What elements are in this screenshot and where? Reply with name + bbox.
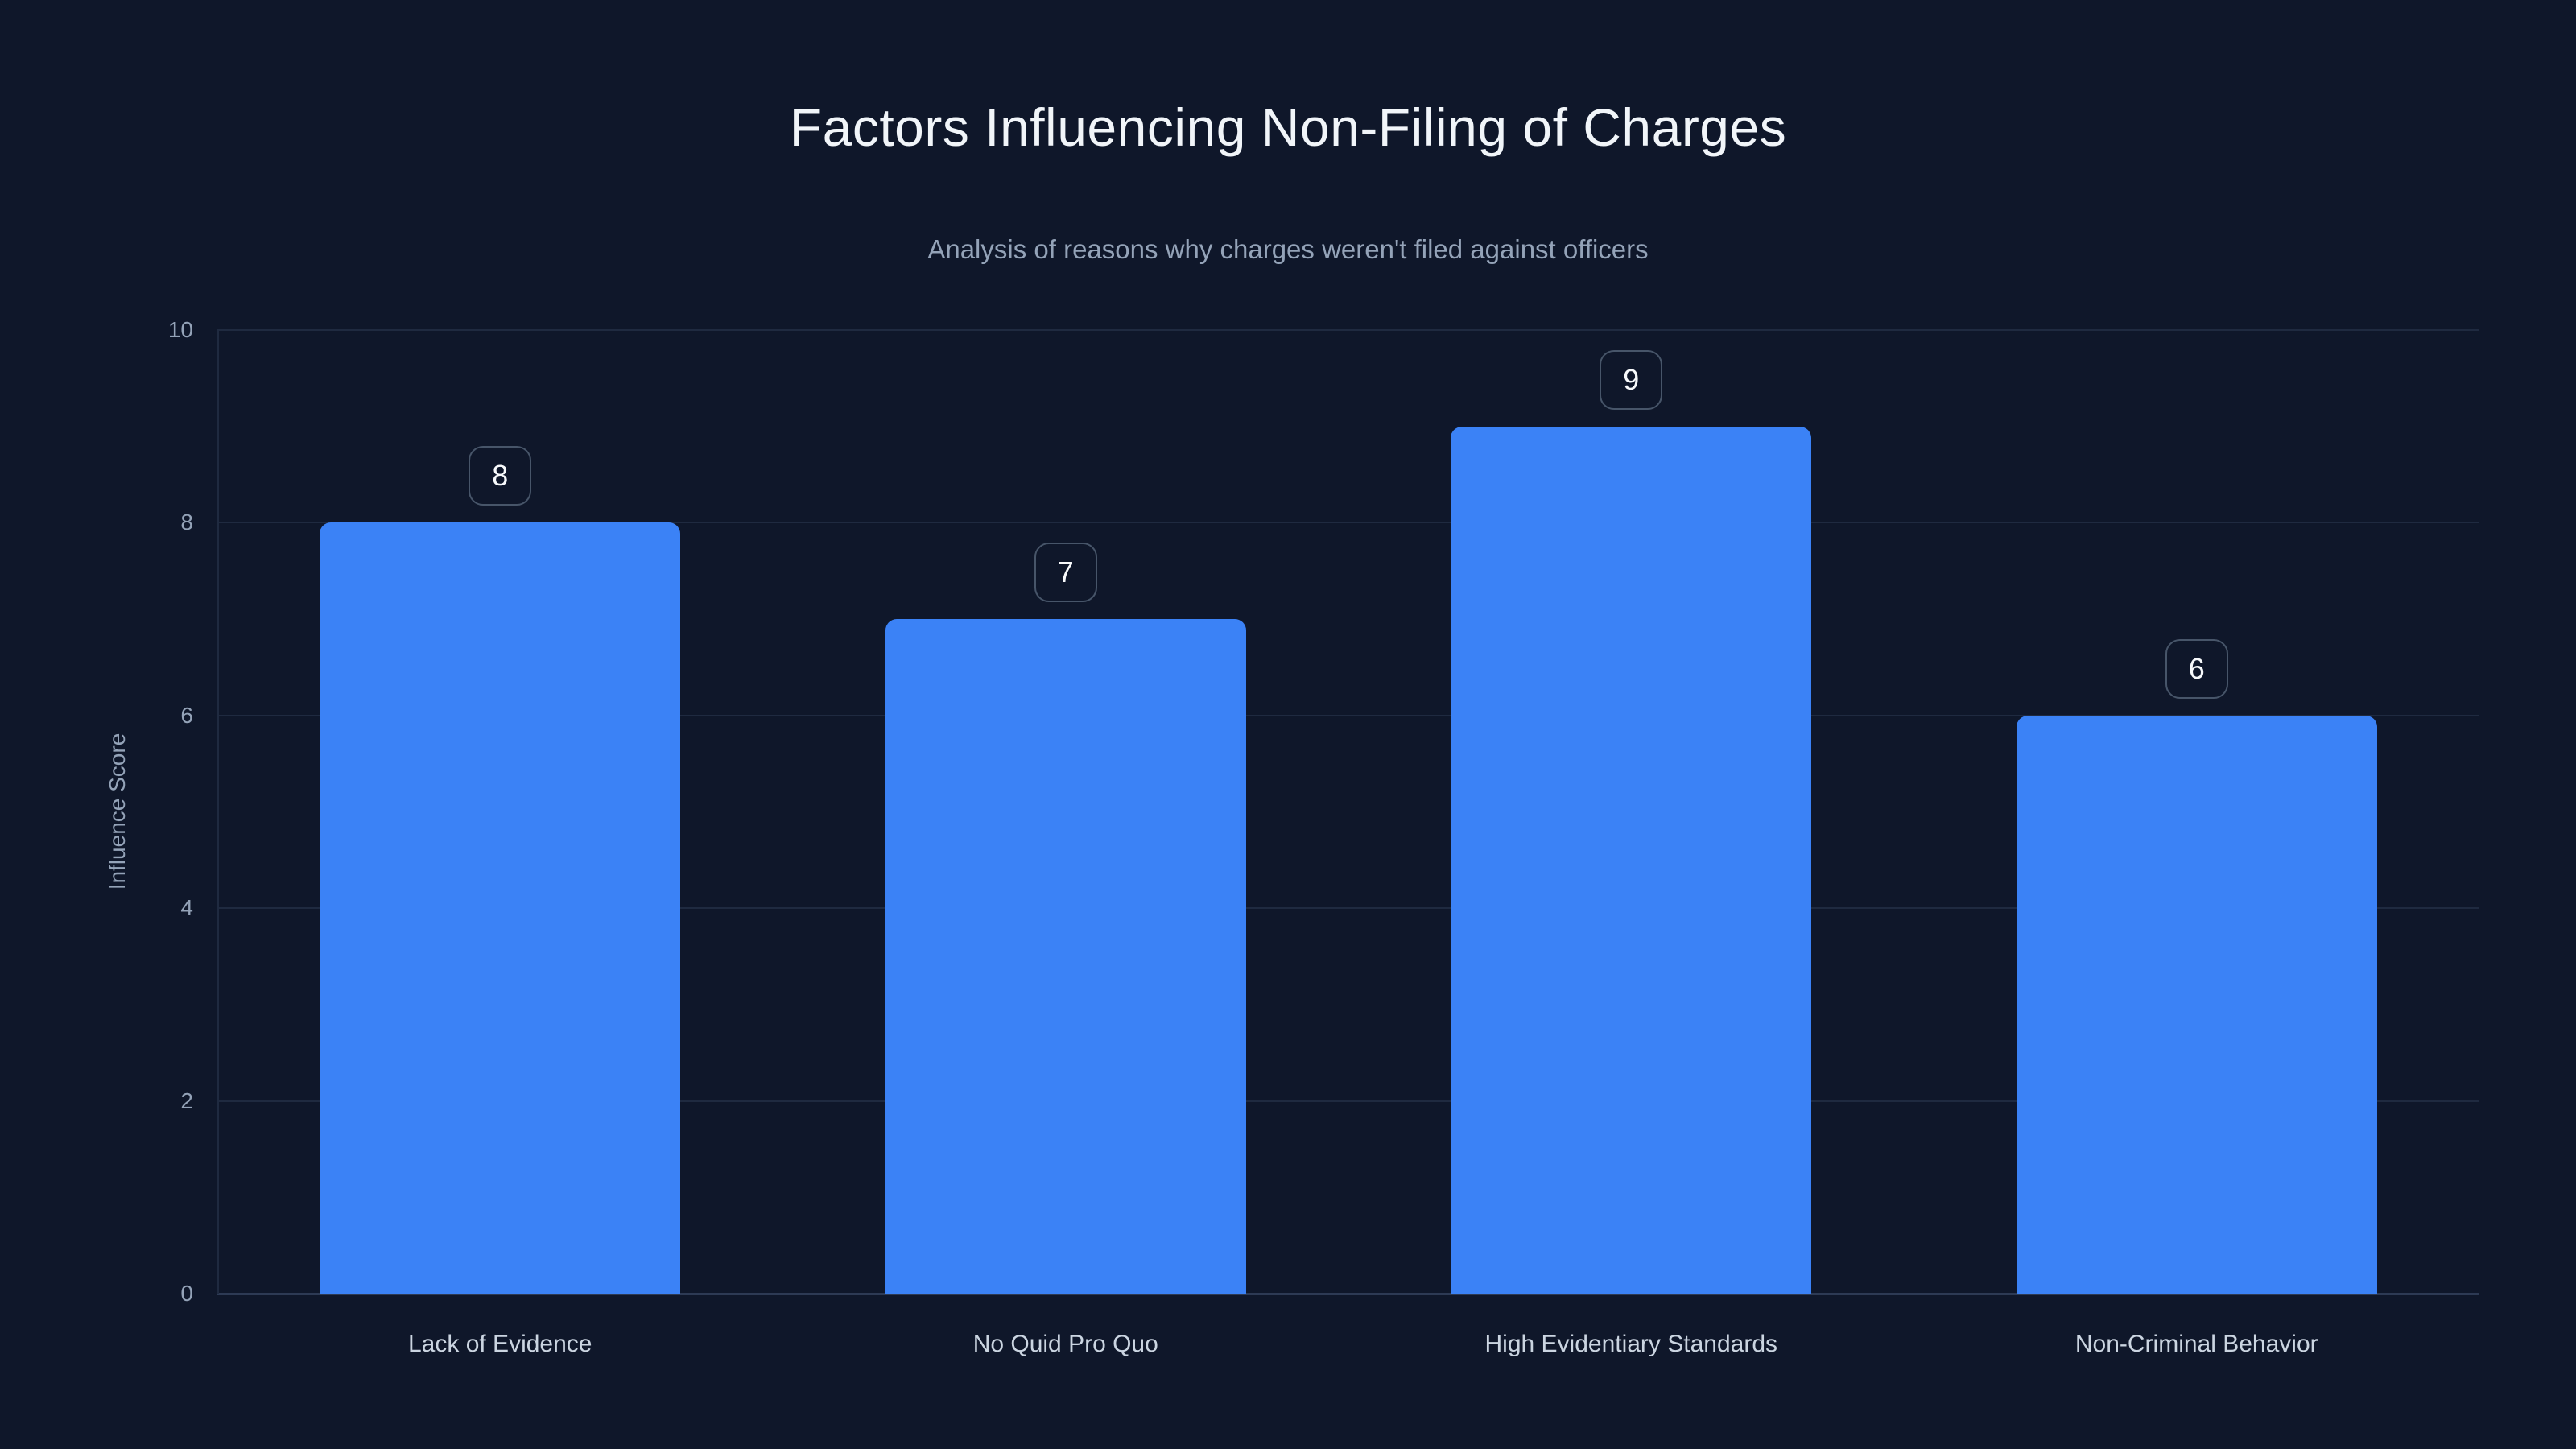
y-axis-tick-label: 8 bbox=[180, 510, 193, 535]
bar-value-badge: 7 bbox=[1034, 543, 1097, 603]
y-axis-tick-label: 2 bbox=[180, 1088, 193, 1113]
y-axis-tick-label: 10 bbox=[167, 317, 193, 342]
bar-value-badge: 6 bbox=[2165, 638, 2228, 699]
x-axis-category-label: Lack of Evidence bbox=[408, 1331, 592, 1357]
bar-value-badge: 9 bbox=[1600, 349, 1663, 410]
chart-title: Factors Influencing Non-Filing of Charge… bbox=[789, 97, 1787, 157]
chart-subtitle: Analysis of reasons why charges weren't … bbox=[927, 234, 1649, 264]
y-axis-tick-label: 0 bbox=[180, 1281, 193, 1306]
y-axis-tick-label: 6 bbox=[180, 702, 193, 728]
gridline bbox=[217, 329, 2479, 331]
gridline bbox=[217, 714, 2479, 716]
bar bbox=[885, 619, 1246, 1294]
gridline bbox=[217, 1100, 2479, 1102]
gridline bbox=[217, 522, 2479, 524]
bar bbox=[320, 522, 681, 1294]
x-axis-line bbox=[217, 1293, 2479, 1295]
x-axis-category-label: High Evidentiary Standards bbox=[1484, 1331, 1778, 1357]
x-axis-category-label: Non-Criminal Behavior bbox=[2074, 1331, 2318, 1357]
x-axis-category-label: No Quid Pro Quo bbox=[972, 1331, 1158, 1357]
bar bbox=[1451, 426, 1812, 1294]
bar-value-badge: 8 bbox=[469, 446, 532, 506]
y-axis-tick-label: 4 bbox=[180, 895, 193, 921]
y-axis-line bbox=[217, 330, 219, 1294]
bar bbox=[2016, 715, 2377, 1294]
y-axis-title: Influence Score bbox=[105, 733, 130, 890]
gridline bbox=[217, 907, 2479, 910]
